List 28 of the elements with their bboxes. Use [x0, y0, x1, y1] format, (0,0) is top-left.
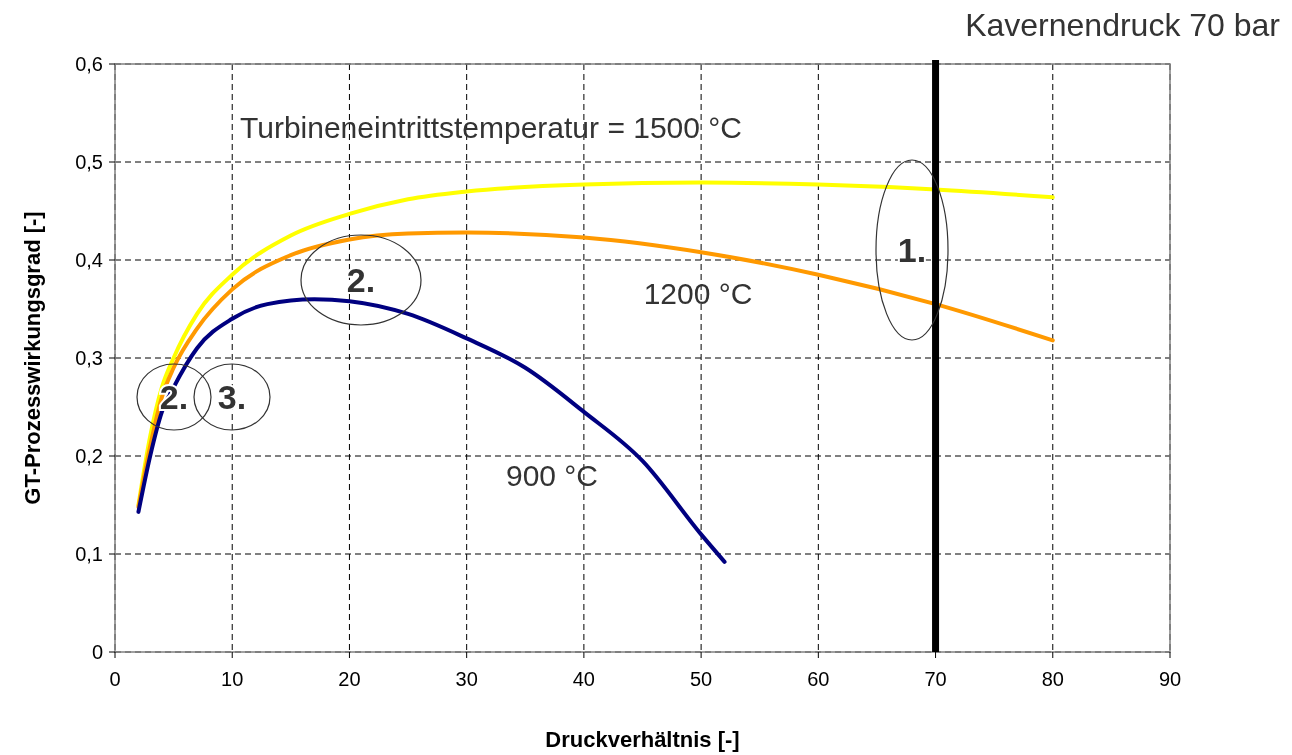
- x-tick-label: 60: [807, 668, 830, 690]
- y-tick-label: 0,2: [75, 445, 103, 467]
- line-series: [136, 230, 1055, 509]
- y-tick-label: 0,3: [75, 347, 103, 369]
- x-tick-label: 30: [455, 668, 478, 690]
- x-tick-label: 40: [572, 668, 596, 690]
- x-tick-label: 0: [109, 668, 121, 690]
- y-tick-label: 0,5: [75, 151, 103, 173]
- annotation: 1.: [897, 230, 927, 269]
- ref-line-label: Kavernendruck 70 bar: [965, 7, 1281, 43]
- x-tick-label: 50: [689, 668, 713, 690]
- y-tick-label: 0,4: [75, 249, 103, 271]
- series-label: 1200 °C: [643, 277, 753, 310]
- y-axis-title: GT-Prozesswirkungsgrad [-]: [20, 211, 45, 505]
- y-tick-label: 0: [91, 641, 103, 663]
- series-label: 900 °C: [505, 459, 599, 492]
- x-tick-label: 10: [221, 668, 244, 690]
- y-tick-label: 0,1: [75, 543, 103, 565]
- line-series: [136, 180, 1055, 507]
- x-tick-label: 90: [1158, 668, 1182, 690]
- series-label: Turbineneintrittstemperatur = 1500 °C: [240, 111, 742, 144]
- annotation: 3.: [217, 377, 247, 416]
- x-tick-label: 20: [338, 668, 361, 690]
- annotation: 2.: [346, 260, 376, 299]
- y-tick-label: 0,6: [75, 53, 103, 75]
- x-tick-label: 70: [924, 668, 947, 690]
- x-axis-title: Druckverhältnis [-]: [545, 727, 740, 752]
- x-tick-label: 80: [1041, 668, 1064, 690]
